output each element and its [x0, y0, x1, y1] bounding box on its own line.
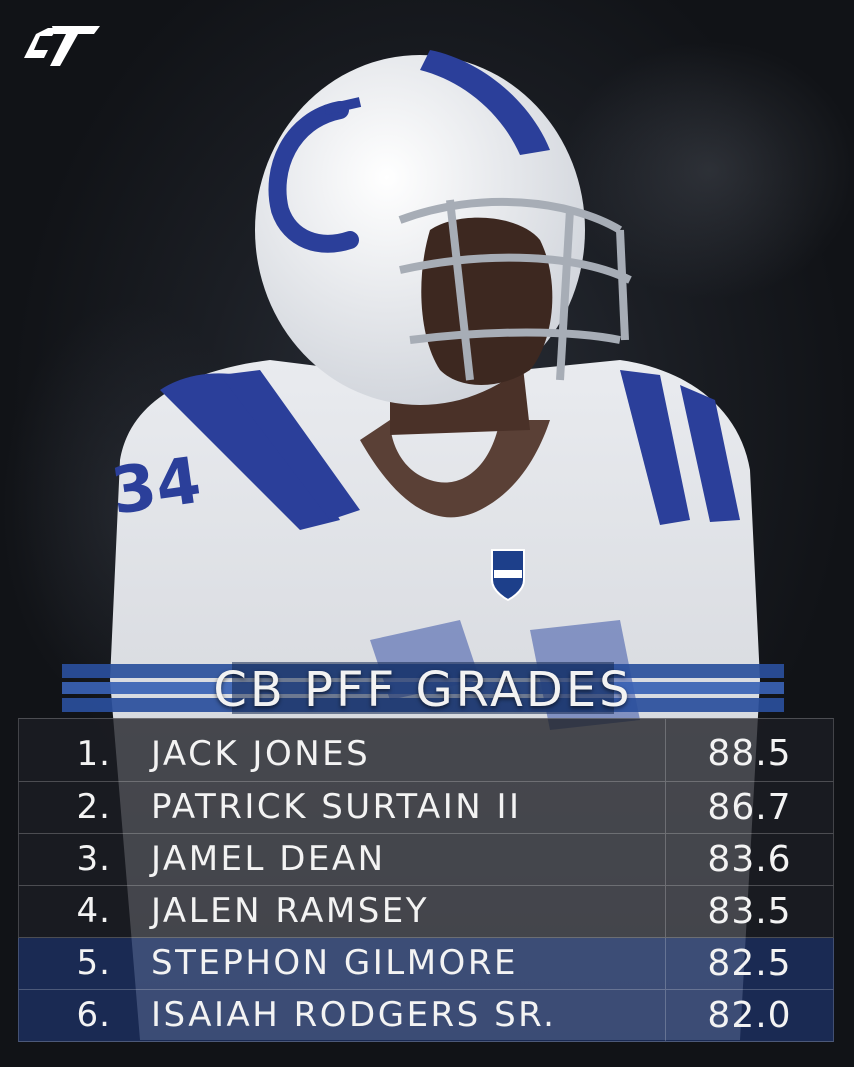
table-row: 6. ISAIAH RODGERS SR. 82.0	[18, 990, 834, 1042]
player-name-cell: JAMEL DEAN	[151, 839, 386, 879]
player-name-cell: STEPHON GILMORE	[151, 943, 518, 983]
grade-cell: 83.5	[665, 886, 833, 937]
table-row: 4. JALEN RAMSEY 83.5	[18, 886, 834, 938]
rank-cell: 4.	[76, 891, 111, 931]
table-row: 2. PATRICK SURTAIN II 86.7	[18, 782, 834, 834]
rank-cell: 3.	[76, 839, 111, 879]
rank-cell: 6.	[76, 995, 111, 1035]
player-name-cell: JALEN RAMSEY	[151, 891, 430, 931]
table-row: 3. JAMEL DEAN 83.6	[18, 834, 834, 886]
rank-cell: 2.	[76, 787, 111, 827]
table-row: 5. STEPHON GILMORE 82.5	[18, 938, 834, 990]
rank-cell: 5.	[76, 943, 111, 983]
grade-cell: 82.0	[665, 990, 833, 1041]
grade-cell: 86.7	[665, 782, 833, 833]
player-name-cell: PATRICK SURTAIN II	[151, 787, 522, 827]
grade-cell: 83.6	[665, 834, 833, 885]
title-backdrop	[232, 662, 614, 714]
grades-table: 1. JACK JONES 88.5 2. PATRICK SURTAIN II…	[18, 718, 834, 1042]
player-name-cell: JACK JONES	[151, 734, 371, 774]
rank-cell: 1.	[76, 734, 111, 774]
table-row: 1. JACK JONES 88.5	[18, 718, 834, 782]
player-name-cell: ISAIAH RODGERS SR.	[151, 995, 557, 1035]
title-banner: CB PFF GRADES	[62, 662, 784, 718]
brand-logo	[24, 26, 100, 66]
grade-cell: 88.5	[665, 719, 833, 781]
grade-cell: 82.5	[665, 938, 833, 989]
sleeve-number: 34	[107, 444, 205, 530]
graphic-title: CB PFF GRADES	[213, 662, 633, 718]
background-glow	[560, 40, 854, 300]
